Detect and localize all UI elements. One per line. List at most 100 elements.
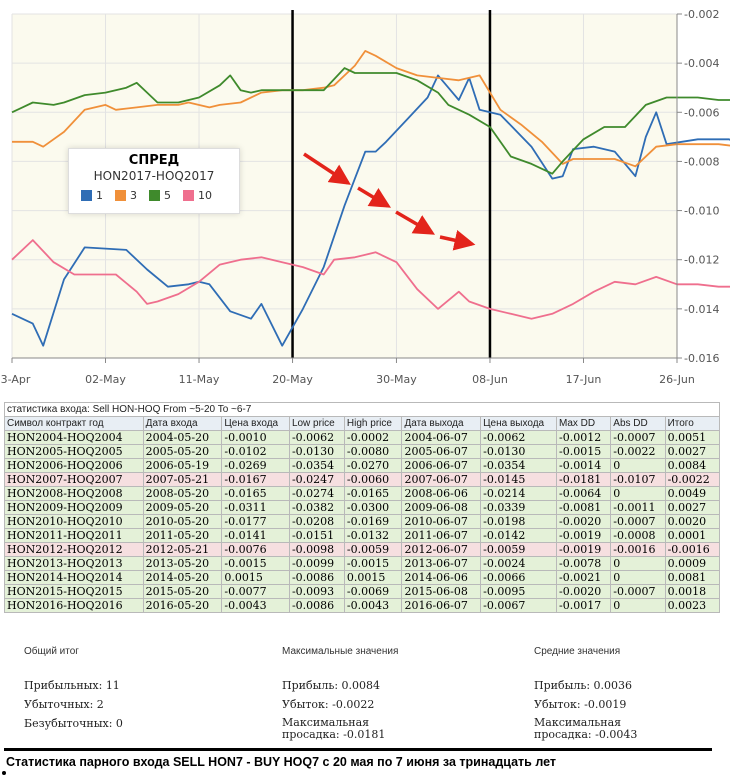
table-cell: -0.0269: [221, 458, 290, 473]
summary-total-title: Общий итог: [24, 646, 79, 657]
table-cell: -0.0019: [555, 542, 612, 557]
table-cell: -0.0095: [480, 584, 557, 599]
table-cell: -0.0274: [288, 486, 345, 501]
table-cell: 0.0018: [664, 584, 721, 599]
x-tick-label: 30-May: [376, 373, 417, 386]
legend-swatch: [183, 190, 194, 201]
table-cell: 0.0015: [343, 570, 403, 585]
summary-max-profit: Прибыль: 0.0084: [282, 679, 381, 692]
table-cell: -0.0016: [664, 542, 721, 557]
column-header: Abs DD: [610, 416, 666, 431]
legend-label: 10: [198, 189, 212, 202]
table-cell: -0.0130: [480, 444, 557, 459]
table-cell: -0.0007: [610, 514, 666, 529]
series-10-line: [11, 239, 730, 320]
table-cell: 2004-05-20: [142, 430, 223, 445]
table-cell: -0.0151: [288, 528, 345, 543]
x-axis-ticks: 23-Apr 02-May 11-May 20-May 30-May 08-Jun 17-J…: [0, 358, 695, 386]
table-cell: HON2007-HOQ2007: [4, 472, 144, 487]
table-cell: -0.0181: [555, 472, 612, 487]
table-cell: -0.0339: [480, 500, 557, 515]
table-cell: -0.0208: [288, 514, 345, 529]
table-header-row: Символ контракт год Дата входа Цена входа L…: [4, 416, 721, 431]
y-tick-label: -0.006: [684, 106, 719, 119]
table-caption: статистика входа: Sell HON-HOQ From ~5-2…: [4, 402, 720, 417]
summary-max-title: Максимальные значения: [282, 646, 399, 657]
table-cell: -0.0270: [343, 458, 403, 473]
table-cell: 2005-06-07: [401, 444, 482, 459]
table-row: HON2016-HOQ2016 2016-05-20 -0.0043 -0.0086-…: [4, 598, 721, 613]
legend-item-5[interactable]: 5: [149, 189, 171, 202]
legend-swatch: [81, 190, 92, 201]
footer-bullet: [2, 771, 6, 775]
table-cell: -0.0002: [343, 430, 403, 445]
table-row: HON2005-HOQ2005 2005-05-20 -0.0102 -0.0130-…: [4, 444, 721, 459]
table-cell: -0.0167: [221, 472, 290, 487]
table-cell: -0.0076: [221, 542, 290, 557]
legend-item-10[interactable]: 10: [183, 189, 212, 202]
legend-swatch: [149, 190, 160, 201]
table-cell: 2006-05-19: [142, 458, 223, 473]
table-cell: -0.0354: [288, 458, 345, 473]
table-cell: 0: [610, 598, 666, 613]
table-cell: -0.0015: [221, 556, 290, 571]
table-cell: 2006-06-07: [401, 458, 482, 473]
table-row: HON2006-HOQ2006 2006-05-19 -0.0269 -0.0354-…: [4, 458, 721, 473]
table-cell: 2008-06-06: [401, 486, 482, 501]
summary-avg-title: Средние значения: [534, 646, 621, 657]
table-cell: 2009-05-20: [142, 500, 223, 515]
trend-arrows: [303, 152, 476, 251]
table-cell: HON2014-HOQ2014: [4, 570, 144, 585]
column-header: Max DD: [555, 416, 612, 431]
table-cell: -0.0059: [343, 542, 403, 557]
table-cell: HON2008-HOQ2008: [4, 486, 144, 501]
legend-label: 5: [164, 189, 171, 202]
table-cell: 0.0015: [221, 570, 290, 585]
table-row: HON2009-HOQ2009 2009-05-20 -0.0311 -0.0382-…: [4, 500, 721, 515]
table-cell: HON2010-HOQ2010: [4, 514, 144, 529]
table-cell: 0.0049: [664, 486, 721, 501]
y-tick-label: -0.012: [684, 254, 719, 267]
summary-profitable: Прибыльных: 11: [24, 679, 120, 692]
table-cell: -0.0169: [343, 514, 403, 529]
table-cell: -0.0080: [343, 444, 403, 459]
table-cell: -0.0077: [221, 584, 290, 599]
trend-arrow: [357, 186, 392, 208]
table-cell: 2005-05-20: [142, 444, 223, 459]
summary-avg-drawdown: Максимальная просадка: -0.0043: [534, 717, 637, 741]
x-tick-label: 26-Jun: [659, 373, 695, 386]
table-cell: -0.0141: [221, 528, 290, 543]
table-row: HON2014-HOQ2014 2014-05-20 0.0015 -0.0086 0.…: [4, 570, 721, 585]
summary-avg-drawdown-label: Максимальная: [534, 716, 622, 729]
table-cell: HON2016-HOQ2016: [4, 598, 144, 613]
table-cell: -0.0010: [221, 430, 290, 445]
x-tick-label: 02-May: [85, 373, 126, 386]
table-cell: -0.0165: [343, 486, 403, 501]
y-tick-label: -0.004: [684, 57, 719, 70]
table-cell: 0.0081: [664, 570, 721, 585]
legend-label: 1: [96, 189, 103, 202]
table-cell: -0.0069: [343, 584, 403, 599]
table-row: HON2010-HOQ2010 2010-05-20 -0.0177 -0.0208-…: [4, 514, 721, 529]
table-cell: HON2006-HOQ2006: [4, 458, 144, 473]
trend-arrow: [303, 152, 351, 185]
table-cell: 2014-05-20: [142, 570, 223, 585]
summary-losing: Убыточных: 2: [24, 698, 104, 711]
table-cell: 0.0027: [664, 444, 721, 459]
table-cell: -0.0145: [480, 472, 557, 487]
table-cell: -0.0102: [221, 444, 290, 459]
legend-item-1[interactable]: 1: [81, 189, 103, 202]
y-tick-label: -0.010: [684, 205, 719, 218]
summary-max-drawdown-value: просадка: -0.0181: [282, 728, 386, 741]
table-cell: -0.0022: [664, 472, 721, 487]
table-cell: 0: [610, 570, 666, 585]
table-row: HON2013-HOQ2013 2013-05-20 -0.0015 -0.0099-…: [4, 556, 721, 571]
table-cell: -0.0019: [555, 528, 612, 543]
table-cell: -0.0300: [343, 500, 403, 515]
table-cell: -0.0015: [555, 444, 612, 459]
legend-item-3[interactable]: 3: [115, 189, 137, 202]
summary-avg: Средние значения Прибыль: 0.0036 Убыток:…: [534, 646, 637, 741]
table-cell: -0.0008: [610, 528, 666, 543]
y-tick-label: -0.002: [684, 8, 719, 21]
table-cell: 0.0009: [664, 556, 721, 571]
